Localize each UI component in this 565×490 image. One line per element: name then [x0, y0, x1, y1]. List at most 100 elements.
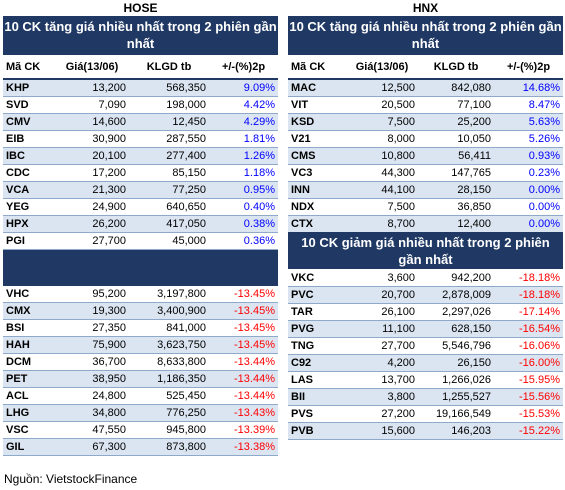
volume-cell: 628,150: [418, 320, 494, 338]
stock-code: MAC: [288, 79, 346, 97]
col-header-volume: KLGD tb: [129, 56, 209, 80]
stock-code: NDX: [288, 198, 346, 216]
col-header-volume: KLGD tb: [418, 56, 494, 80]
table-row: CMX 19,300 3,400,900 -13.45%: [3, 302, 278, 320]
table-row: YEG 24,900 640,650 0.40%: [3, 198, 278, 216]
change-cell: 1.81%: [209, 130, 278, 148]
price-cell: 8,000: [346, 130, 418, 148]
volume-cell: 640,650: [129, 198, 209, 216]
change-cell: -13.38%: [209, 438, 278, 456]
price-cell: 3,600: [346, 270, 418, 287]
price-cell: 15,600: [346, 422, 418, 440]
price-cell: 13,700: [346, 371, 418, 389]
table-row: BSI 27,350 841,000 -13.45%: [3, 319, 278, 337]
table-row: INN 44,100 28,150 0.00%: [288, 181, 563, 199]
change-cell: 9.09%: [209, 79, 278, 97]
price-cell: 17,200: [55, 164, 129, 182]
table-row: DCM 36,700 8,633,800 -13.44%: [3, 353, 278, 371]
change-cell: 14.68%: [494, 79, 563, 97]
table-row: CDC 17,200 85,150 1.18%: [3, 164, 278, 182]
volume-cell: 3,400,900: [129, 302, 209, 320]
hose-losers-table: VHC 95,200 3,197,800 -13.45% CMX 19,300 3,400,…: [3, 286, 278, 456]
volume-cell: 198,000: [129, 96, 209, 114]
change-cell: -15.95%: [494, 371, 563, 389]
volume-cell: 525,450: [129, 387, 209, 405]
change-cell: 0.00%: [494, 181, 563, 199]
table-row: CMV 14,600 12,450 4.29%: [3, 113, 278, 131]
price-cell: 8,700: [346, 215, 418, 233]
change-cell: 5.26%: [494, 130, 563, 148]
price-cell: 26,200: [55, 215, 129, 233]
hose-panel: HOSE 10 CK tăng giá nhiều nhất trong 2 p…: [3, 0, 278, 456]
stock-code: INN: [288, 181, 346, 199]
table-row: NDX 7,500 36,850 0.00%: [288, 198, 563, 216]
price-cell: 11,100: [346, 320, 418, 338]
price-cell: 24,800: [55, 387, 129, 405]
price-cell: 7,500: [346, 113, 418, 131]
volume-cell: 28,150: [418, 181, 494, 199]
stock-code: V21: [288, 130, 346, 148]
stock-code: PET: [3, 370, 55, 388]
table-row: EIB 30,900 287,550 1.81%: [3, 130, 278, 148]
volume-cell: 942,200: [418, 270, 494, 287]
volume-cell: 5,546,796: [418, 337, 494, 355]
volume-cell: 873,800: [129, 438, 209, 456]
change-cell: 0.40%: [209, 198, 278, 216]
price-cell: 13,200: [55, 79, 129, 97]
stock-code: SVD: [3, 96, 55, 114]
volume-cell: 3,197,800: [129, 286, 209, 303]
change-cell: 0.00%: [494, 215, 563, 233]
price-cell: 95,200: [55, 286, 129, 303]
price-cell: 44,100: [346, 181, 418, 199]
col-header-price: Giá(13/06): [55, 56, 129, 80]
change-cell: 1.26%: [209, 147, 278, 165]
price-cell: 14,600: [55, 113, 129, 131]
table-row: CTX 8,700 12,400 0.00%: [288, 215, 563, 233]
price-cell: 21,300: [55, 181, 129, 199]
price-cell: 19,300: [55, 302, 129, 320]
stock-code: VIT: [288, 96, 346, 114]
change-cell: -15.56%: [494, 388, 563, 406]
volume-cell: 945,800: [129, 421, 209, 439]
table-row: HPX 26,200 417,050 0.38%: [3, 215, 278, 233]
change-cell: 8.47%: [494, 96, 563, 114]
price-cell: 10,800: [346, 147, 418, 165]
change-cell: -15.53%: [494, 405, 563, 423]
volume-cell: 147,765: [418, 164, 494, 182]
stock-code: IBC: [3, 147, 55, 165]
table-row: VSC 47,550 945,800 -13.39%: [3, 421, 278, 439]
stock-code: ACL: [3, 387, 55, 405]
volume-cell: 77,250: [129, 181, 209, 199]
volume-cell: 841,000: [129, 319, 209, 337]
table-header-row: Mã CK Giá(13/06) KLGD tb +/-(%)2p: [3, 56, 278, 80]
stock-code: C92: [288, 354, 346, 372]
col-header-code: Mã CK: [288, 56, 346, 80]
price-cell: 20,700: [346, 286, 418, 304]
price-cell: 30,900: [55, 130, 129, 148]
stock-code: HPX: [3, 215, 55, 233]
volume-cell: 2,297,026: [418, 303, 494, 321]
col-header-price: Giá(13/06): [346, 56, 418, 80]
change-cell: 4.29%: [209, 113, 278, 131]
volume-cell: 77,100: [418, 96, 494, 114]
stock-code: TAR: [288, 303, 346, 321]
price-cell: 67,300: [55, 438, 129, 456]
volume-cell: 36,850: [418, 198, 494, 216]
volume-cell: 842,080: [418, 79, 494, 97]
stock-code: PVC: [288, 286, 346, 304]
volume-cell: 12,450: [129, 113, 209, 131]
change-cell: -13.45%: [209, 286, 278, 303]
hnx-losers-table: VKC 3,600 942,200 -18.18% PVC 20,700 2,878,009…: [288, 270, 563, 440]
stock-code: VCA: [3, 181, 55, 199]
hnx-gainers-table: Mã CK Giá(13/06) KLGD tb +/-(%)2p MAC 12,…: [288, 56, 563, 233]
hnx-panel: HNX 10 CK tăng giá nhiều nhất trong 2 ph…: [288, 0, 563, 440]
stock-code: BSI: [3, 319, 55, 337]
stock-code: CTX: [288, 215, 346, 233]
section-divider: [3, 250, 278, 286]
volume-cell: 1,266,026: [418, 371, 494, 389]
stock-code: HAH: [3, 336, 55, 354]
volume-cell: 277,400: [129, 147, 209, 165]
change-cell: 0.00%: [494, 198, 563, 216]
price-cell: 27,700: [346, 337, 418, 355]
stock-code: CMS: [288, 147, 346, 165]
